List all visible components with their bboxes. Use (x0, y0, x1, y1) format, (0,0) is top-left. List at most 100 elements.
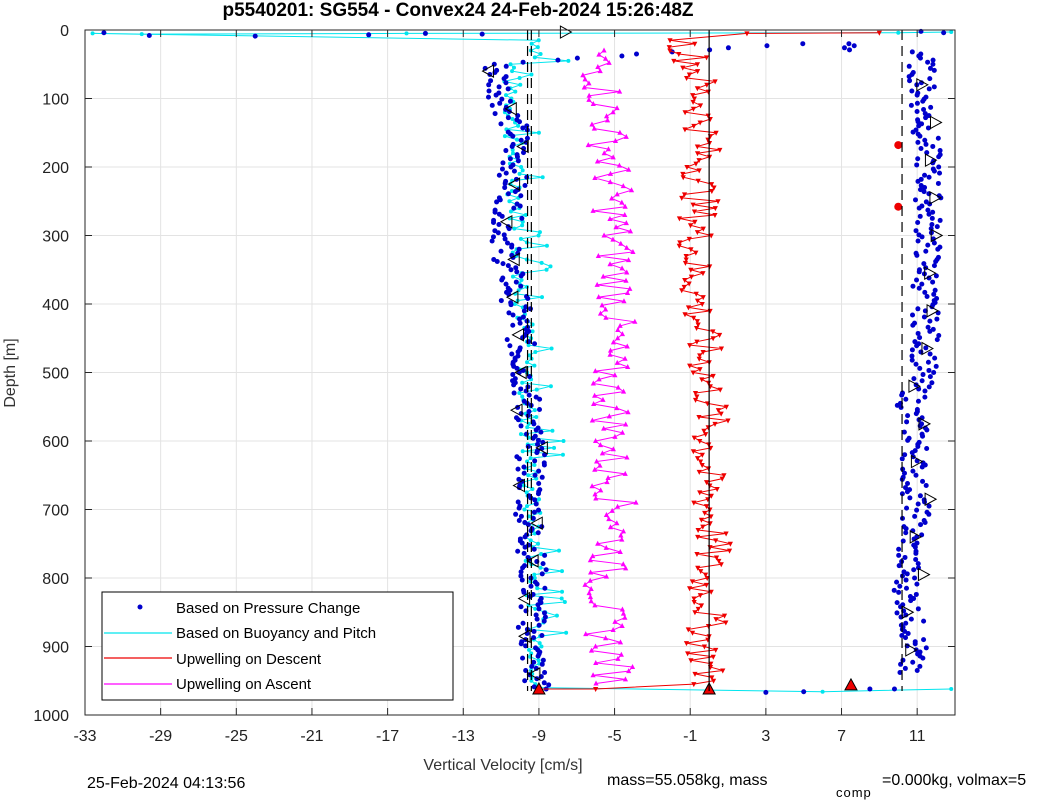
series-upwelling-descent-marker (876, 30, 882, 36)
series-upwelling-ascent-marker (589, 121, 595, 127)
series-buoyancy-point (532, 576, 537, 580)
series-upwelling-ascent-marker (603, 573, 610, 579)
series-upwelling-ascent-marker (602, 306, 609, 312)
series-pressure-ascent-point (925, 359, 931, 365)
series-upwelling-descent-marker (714, 486, 720, 492)
series-upwelling-ascent-marker (623, 133, 629, 139)
series-pressure-ascent-point (902, 665, 908, 671)
x-tick-label: -21 (300, 728, 323, 745)
series-pressure-ascent-point (936, 164, 942, 170)
series-upwelling-ascent-marker (612, 372, 618, 378)
series-pressure-ascent-point (903, 526, 909, 532)
series-pressure-descent-point (531, 684, 537, 690)
series-upwelling-ascent-marker (592, 602, 598, 608)
series-buoyancy-point (556, 548, 561, 553)
series-upwelling-descent-marker (676, 51, 682, 57)
series-pressure-descent-point (536, 468, 542, 474)
series-pressure-descent-point (511, 382, 517, 388)
series-pressure-ascent-point (916, 205, 922, 211)
x-tick-label: 3 (761, 728, 770, 745)
series-pressure-descent-point (531, 509, 537, 515)
series-buoyancy-point (514, 137, 519, 142)
series-upwelling-ascent-marker (617, 548, 623, 554)
y-tick-label: 100 (42, 92, 69, 109)
series-upwelling-descent-marker (718, 346, 725, 352)
series-pressure-ascent-point (931, 370, 937, 375)
series-upwelling-descent-marker (697, 459, 704, 465)
series-buoyancy-point (562, 599, 567, 604)
y-tick-label: 900 (42, 640, 69, 657)
series-pressure-descent-point (505, 191, 511, 197)
series-pressure-descent-point (501, 76, 507, 82)
series-upwelling-ascent-marker (626, 668, 632, 674)
series-pressure-ascent-point (930, 143, 936, 149)
series-pressure-descent-point (520, 314, 526, 320)
series-pressure-ascent-point (921, 189, 927, 195)
series-upwelling-ascent-marker (603, 113, 610, 119)
ascent-triangle-marker (929, 190, 942, 205)
series-upwelling-descent-marker (682, 278, 688, 284)
series-buoyancy-point (536, 233, 541, 238)
series-buoyancy-point (820, 689, 825, 694)
series-pressure-ascent-point (934, 316, 940, 322)
series-upwelling-ascent-marker (619, 429, 626, 435)
series-buoyancy-point (560, 589, 565, 594)
series-pressure-descent-point (518, 569, 524, 575)
series-buoyancy-point (539, 644, 544, 649)
series-upwelling-descent-marker (683, 641, 690, 647)
descent-triangle-marker (507, 177, 521, 191)
series-pressure-descent-point (511, 205, 517, 211)
series-upwelling-ascent-marker (592, 466, 598, 472)
legend-label-upwelling-descent: Upwelling on Descent (176, 651, 322, 668)
ascent-triangle-marker (916, 77, 929, 92)
series-upwelling-descent-marker (682, 110, 688, 116)
series-buoyancy-point (524, 490, 529, 495)
series-pressure-descent-point (497, 197, 503, 203)
series-buoyancy-point (949, 686, 954, 691)
series-upwelling-ascent-marker (597, 462, 603, 468)
series-pressure-ascent-point (909, 450, 915, 456)
series-buoyancy-point (529, 651, 534, 656)
series-upwelling-descent-marker (727, 541, 733, 547)
series-upwelling-descent-marker (693, 161, 699, 167)
series-pressure-ascent-point (907, 78, 913, 84)
series-pressure-descent-point (516, 505, 522, 511)
series-upwelling-descent-marker (676, 243, 682, 249)
series-pressure-descent-point (520, 655, 526, 661)
series-buoyancy-point (527, 353, 532, 358)
series-pressure-descent-point (521, 150, 527, 156)
series-pressure-descent-point (522, 534, 528, 540)
series-pressure-ascent-point (903, 396, 909, 402)
series-upwelling-ascent-marker (599, 450, 606, 456)
series-buoyancy-point (537, 641, 542, 646)
series-pressure-ascent-point (902, 452, 908, 458)
x-axis-label: Vertical Velocity [cm/s] (423, 757, 582, 774)
series-upwelling-descent-marker (710, 336, 716, 342)
x-tick-label: 11 (909, 728, 926, 745)
series-pressure-ascent-point (915, 606, 921, 612)
series-upwelling-descent-marker (712, 206, 718, 212)
series-upwelling-ascent-marker (598, 487, 604, 493)
series-buoyancy-point (566, 58, 571, 63)
series-pressure-descent-point (540, 561, 546, 567)
series-pressure-ascent-point (905, 630, 911, 636)
series-upwelling-ascent-marker (589, 483, 595, 489)
series-pressure-ascent-point (904, 489, 910, 495)
series-upwelling-descent-marker (708, 233, 714, 239)
series-pressure-descent-point (498, 121, 504, 127)
series-upwelling-descent-marker (697, 593, 703, 599)
series-upwelling-descent-marker (689, 630, 696, 636)
series-upwelling-descent-marker (712, 79, 718, 85)
series-upwelling-ascent-marker (587, 577, 593, 583)
series-buoyancy-point (533, 349, 538, 354)
series-pressure-descent-point (505, 240, 511, 246)
series-pressure-ascent-point (931, 240, 937, 246)
series-pressure-surface-point (366, 32, 372, 38)
series-pressure-ascent-point (922, 185, 928, 191)
series-pressure-descent-point (514, 269, 520, 275)
series-upwelling-ascent-marker (610, 339, 617, 345)
series-pressure-ascent-point (917, 213, 923, 219)
series-pressure-ascent-point (894, 610, 900, 616)
series-upwelling-descent-marker (698, 603, 705, 609)
series-pressure-ascent-point (922, 172, 928, 178)
